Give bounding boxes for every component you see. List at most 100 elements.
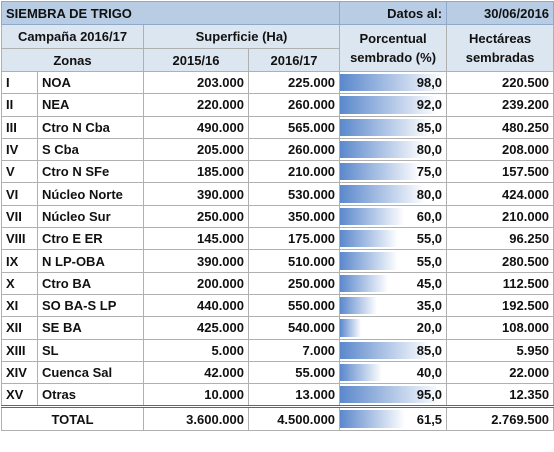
zone-cell: S Cba xyxy=(37,137,144,162)
zone-row: I NOA 203.000 225.000 98,0 220.500 xyxy=(1,70,554,95)
zone-cell: VI xyxy=(1,182,38,206)
value-cell: 425.000 xyxy=(143,316,249,340)
percent-cell: 80,0 xyxy=(339,137,448,162)
zone-row: IV S Cba 205.000 260.000 80,0 208.000 xyxy=(1,137,554,162)
zone-cell: XIV xyxy=(1,360,38,385)
zone-row: XII SE BA 425.000 540.000 20,0 108.000 xyxy=(1,316,554,340)
percent-value: 55,0 xyxy=(416,231,443,247)
zone-row: XI SO BA-S LP 440.000 550.000 35,0 192.500 xyxy=(1,293,554,318)
percent-value: 40,0 xyxy=(416,365,443,380)
header-row: Zonas 2015/16 2016/17 xyxy=(1,48,554,72)
percent-value: 95,0 xyxy=(416,387,443,403)
value-cell: 55.000 xyxy=(247,360,341,385)
percent-cell: 85,0 xyxy=(339,115,448,139)
zone-cell: Ctro E ER xyxy=(37,227,144,251)
total-label: TOTAL xyxy=(1,405,144,432)
value-cell: 203.000 xyxy=(143,70,249,95)
data-bar xyxy=(340,74,444,92)
value-cell: 108.000 xyxy=(446,316,554,340)
zone-cell: Núcleo Norte xyxy=(37,182,144,206)
zone-cell: IV xyxy=(1,137,38,162)
wheat-table: SIEMBRA DE TRIGO Datos al: 30/06/2016 Ca… xyxy=(0,1,554,432)
percent-cell: 85,0 xyxy=(339,338,448,362)
percent-cell: 55,0 xyxy=(339,249,448,273)
value-cell: 185.000 xyxy=(143,160,249,184)
percent-value: 80,0 xyxy=(416,186,443,202)
zone-cell: VIII xyxy=(1,227,38,251)
value-cell: 239.200 xyxy=(446,93,554,117)
percent-value: 80,0 xyxy=(416,142,443,158)
data-bar xyxy=(340,207,404,226)
percent-value: 20,0 xyxy=(416,320,443,336)
zone-row: IX N LP-OBA 390.000 510.000 55,0 280.500 xyxy=(1,249,554,273)
zone-row: II NEA 220.000 260.000 92,0 239.200 xyxy=(1,93,554,117)
header-cell: Hectáreas sembradas xyxy=(446,24,554,72)
zone-cell: V xyxy=(1,160,38,184)
zone-cell: SO BA-S LP xyxy=(37,293,144,318)
percent-cell: 95,0 xyxy=(339,383,448,408)
value-cell: 42.000 xyxy=(143,360,249,385)
percent-cell: 80,0 xyxy=(339,182,448,206)
zone-cell: NOA xyxy=(37,70,144,95)
value-cell: 225.000 xyxy=(247,70,341,95)
zone-cell: Cuenca Sal xyxy=(37,360,144,385)
data-bar xyxy=(340,96,438,114)
value-cell: 260.000 xyxy=(247,93,341,117)
zone-cell: I xyxy=(1,70,38,95)
value-cell: 550.000 xyxy=(247,293,341,318)
data-bar xyxy=(340,386,441,404)
value-cell: 112.500 xyxy=(446,271,554,295)
percent-cell: 92,0 xyxy=(339,93,448,117)
table-body: SIEMBRA DE TRIGO Datos al: 30/06/2016 Ca… xyxy=(0,1,554,432)
zone-cell: III xyxy=(1,115,38,139)
value-cell: 250.000 xyxy=(247,271,341,295)
total-row: TOTAL 3.600.000 4.500.000 61,5 2.769.500 xyxy=(1,405,554,432)
zone-row: VII Núcleo Sur 250.000 350.000 60,0 210.000 xyxy=(1,204,554,229)
zone-cell: SL xyxy=(37,338,144,362)
value-cell: 145.000 xyxy=(143,227,249,251)
zone-row: XIV Cuenca Sal 42.000 55.000 40,0 22.000 xyxy=(1,360,554,385)
data-bar xyxy=(340,185,425,203)
value-cell: 350.000 xyxy=(247,204,341,229)
value-cell: 390.000 xyxy=(143,249,249,273)
value-cell: 210.000 xyxy=(247,160,341,184)
zone-cell: Ctro N Cba xyxy=(37,115,144,139)
data-bar xyxy=(340,363,383,382)
data-bar xyxy=(340,230,399,248)
header-row: Campaña 2016/17 Superficie (Ha) Porcentu… xyxy=(1,24,554,72)
percent-cell: 40,0 xyxy=(339,360,448,385)
value-cell: 220.500 xyxy=(446,70,554,95)
value-cell: 208.000 xyxy=(446,137,554,162)
percent-value: 98,0 xyxy=(416,75,443,91)
value-cell: 22.000 xyxy=(446,360,554,385)
zone-cell: SE BA xyxy=(37,316,144,340)
date: 30/06/2016 xyxy=(446,1,554,25)
value-cell: 480.250 xyxy=(446,115,554,139)
zone-cell: XIII xyxy=(1,338,38,362)
value-cell: 220.000 xyxy=(143,93,249,117)
zone-cell: Otras xyxy=(37,383,144,408)
value-cell: 192.500 xyxy=(446,293,554,318)
total-value: 4.500.000 xyxy=(247,405,341,432)
header-cell: Zonas xyxy=(1,48,144,72)
value-cell: 510.000 xyxy=(247,249,341,273)
value-cell: 13.000 xyxy=(247,383,341,408)
zone-row: XIII SL 5.000 7.000 85,0 5.950 xyxy=(1,338,554,362)
value-cell: 12.350 xyxy=(446,383,554,408)
value-cell: 5.950 xyxy=(446,338,554,362)
header-cell: Porcentual sembrado (%) xyxy=(339,24,448,72)
percent-value: 85,0 xyxy=(416,119,443,135)
zone-cell: Ctro N SFe xyxy=(37,160,144,184)
percent-cell: 60,0 xyxy=(339,204,448,229)
percent-cell: 35,0 xyxy=(339,293,448,318)
zone-row: VI Núcleo Norte 390.000 530.000 80,0 424.000 xyxy=(1,182,554,206)
data-bar xyxy=(340,341,431,359)
data-bar xyxy=(340,296,378,315)
data-bar xyxy=(340,252,399,270)
percent-cell: 75,0 xyxy=(339,160,448,184)
value-cell: 200.000 xyxy=(143,271,249,295)
value-cell: 565.000 xyxy=(247,115,341,139)
data-bar xyxy=(340,163,420,181)
value-cell: 10.000 xyxy=(143,383,249,408)
header-cell: Campaña 2016/17 xyxy=(1,24,144,49)
